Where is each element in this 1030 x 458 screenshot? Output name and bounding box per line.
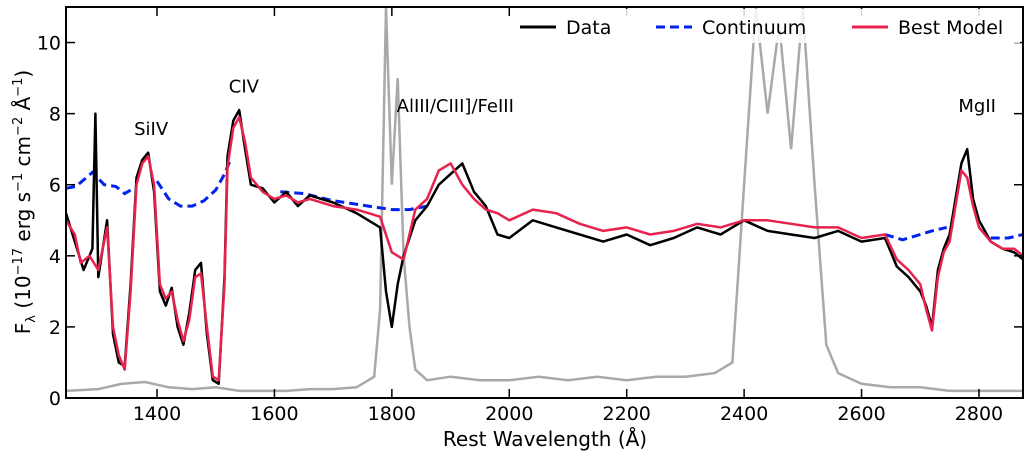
model-series [64,115,1024,382]
x-tick-label: 1800 [368,403,416,425]
x-tick-label: 2000 [485,403,533,425]
legend-model-label: Best Model [898,17,1003,39]
x-tick-label: 2800 [955,403,1003,425]
continuum-segment-3 [884,225,948,242]
emission-line-labels: SiIV CIV AlIII/CIII]/FeIII MgII [134,76,996,140]
x-tick-label: 1400 [133,403,181,425]
y-tick-label: 8 [49,104,61,126]
continuum-segment-4 [990,233,1024,240]
y-tick-label: 4 [49,246,61,268]
x-tick-label: 2400 [720,403,768,425]
continuum-segment-1 [155,159,232,208]
x-tick-label: 1600 [250,403,298,425]
x-axis-title: Rest Wavelength (Å) [443,427,647,451]
legend: Data Continuum Best Model [514,9,1020,43]
continuum-segment-0 [65,170,135,196]
y-tick-label: 6 [49,175,61,197]
x-tick-label: 2200 [603,403,651,425]
emission-line-label: MgII [958,96,996,117]
y-tick-label: 2 [49,317,61,339]
x-tick-label: 2600 [837,403,885,425]
continuum-series [65,159,1024,242]
continuum-segment-2 [280,190,428,212]
emission-line-label: SiIV [134,119,169,140]
legend-background [514,9,1020,43]
plot-frame [65,6,1024,399]
legend-continuum-label: Continuum [702,17,806,39]
axis-ticks: 1400 1600 1800 2000 2200 2400 2600 2800 0 2 4 6 8 10 [37,7,1023,425]
error-series [65,6,1023,393]
error-line [65,6,1023,393]
y-tick-label: 0 [49,388,61,410]
model-line [64,115,1024,382]
emission-line-label: AlIII/CIII]/FeIII [397,96,514,117]
y-tick-label: 10 [37,33,61,55]
legend-data-label: Data [566,17,611,39]
y-axis-title: Fλ (10−17 erg s−1 cm−2 Å−1) [11,70,39,335]
emission-line-label: CIV [229,76,260,97]
